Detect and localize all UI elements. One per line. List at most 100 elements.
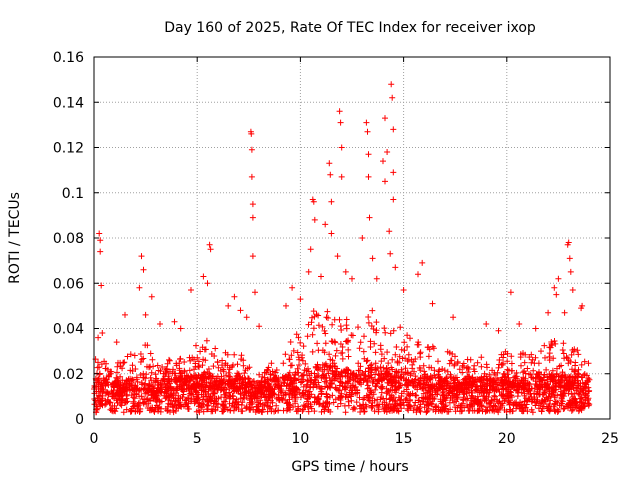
data-point [355, 360, 362, 367]
data-point [356, 403, 363, 410]
data-point [259, 373, 266, 380]
data-point [181, 359, 188, 365]
data-point [494, 381, 501, 388]
data-point [300, 343, 307, 350]
data-point [142, 375, 149, 382]
data-point [270, 390, 277, 397]
data-point [321, 327, 328, 334]
data-point [465, 366, 472, 372]
data-point [426, 376, 432, 382]
data-point [460, 376, 467, 383]
data-point [494, 375, 500, 382]
data-point [289, 362, 295, 369]
data-point [365, 314, 372, 320]
data-point [529, 385, 535, 392]
data-point [230, 362, 236, 369]
data-point [311, 370, 318, 377]
data-point [429, 300, 436, 307]
data-point [127, 351, 134, 358]
data-point [136, 284, 143, 291]
data-point [381, 408, 388, 415]
data-point [406, 392, 413, 399]
data-point [533, 398, 540, 405]
data-point [243, 314, 250, 321]
data-point [551, 338, 558, 344]
data-point [205, 391, 212, 397]
data-point [195, 358, 202, 365]
data-point [339, 344, 346, 350]
data-point [345, 378, 352, 385]
data-point [283, 383, 290, 390]
data-point [548, 385, 555, 392]
data-point [249, 201, 256, 208]
data-point [195, 363, 202, 370]
data-point [332, 384, 339, 391]
data-point [372, 371, 379, 378]
data-point [568, 351, 575, 358]
data-point [510, 383, 517, 390]
data-point [417, 374, 424, 381]
data-point [432, 375, 439, 382]
data-point [414, 341, 421, 348]
data-point [454, 358, 461, 365]
data-point [414, 386, 421, 393]
data-point [356, 394, 363, 401]
data-point [326, 160, 333, 167]
data-point [578, 399, 585, 406]
data-point [142, 380, 149, 387]
data-point [465, 374, 472, 380]
data-point [472, 386, 479, 393]
data-point [390, 169, 397, 176]
data-point [403, 395, 410, 402]
data-point [430, 345, 437, 352]
data-point [113, 339, 120, 346]
data-point [285, 399, 291, 406]
data-point [386, 400, 393, 407]
data-point [572, 367, 579, 374]
data-point [162, 371, 169, 377]
data-point [367, 344, 374, 350]
data-point [537, 391, 543, 398]
data-point [439, 366, 446, 372]
data-point [158, 405, 164, 412]
data-point [298, 394, 304, 401]
data-point [392, 351, 399, 358]
data-point [284, 405, 291, 412]
data-point [577, 380, 584, 387]
data-point [473, 383, 480, 390]
data-point [524, 365, 531, 372]
data-point [305, 408, 312, 415]
data-point [182, 397, 188, 404]
data-point [303, 387, 309, 394]
data-point [130, 400, 137, 407]
data-point [277, 388, 284, 395]
data-point [508, 360, 515, 367]
data-point [332, 375, 339, 382]
data-point [338, 173, 345, 180]
data-point [405, 402, 412, 409]
data-point [385, 404, 391, 411]
data-point [188, 287, 194, 293]
data-point [417, 408, 424, 415]
data-point [585, 388, 592, 395]
data-point [560, 406, 567, 412]
data-point [419, 259, 426, 266]
data-point [536, 382, 543, 389]
data-point [214, 386, 221, 393]
data-point [225, 369, 232, 376]
data-point [585, 401, 592, 408]
data-point [283, 302, 289, 309]
data-point [202, 371, 209, 378]
data-point [491, 402, 498, 409]
data-point [265, 367, 271, 374]
data-point [284, 400, 291, 407]
data-point [287, 374, 294, 381]
y-tick-label: 0.16 [53, 50, 84, 66]
data-point [299, 357, 306, 364]
data-point [365, 151, 372, 158]
data-point [361, 408, 368, 415]
data-point [566, 402, 573, 409]
data-point [255, 394, 261, 401]
data-point [130, 394, 137, 401]
data-point [196, 403, 202, 410]
